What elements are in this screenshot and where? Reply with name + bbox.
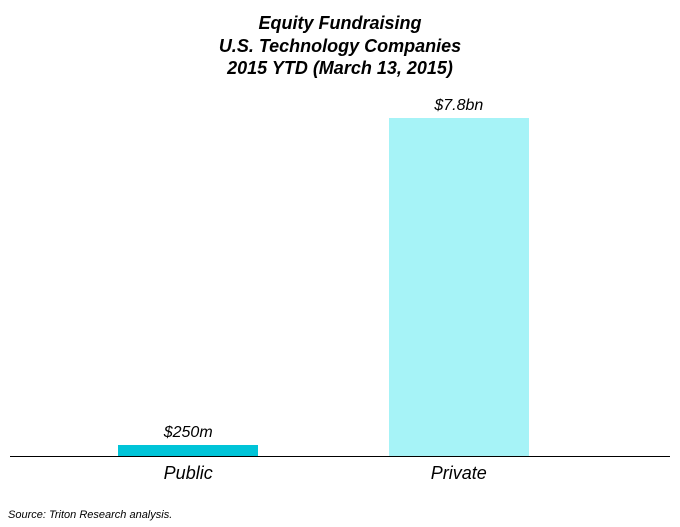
bar-value-label-private: $7.8bn xyxy=(359,97,559,115)
chart-title-line-3: 2015 YTD (March 13, 2015) xyxy=(0,57,680,80)
bar-value-label-public: $250m xyxy=(88,424,288,442)
x-axis-label-public: Public xyxy=(88,463,288,484)
x-axis-label-private: Private xyxy=(359,463,559,484)
bar-private xyxy=(389,118,529,456)
chart-container: Equity Fundraising U.S. Technology Compa… xyxy=(0,0,680,527)
chart-title-line-2: U.S. Technology Companies xyxy=(0,35,680,58)
plot-area: $250m$7.8bn xyxy=(10,110,670,457)
chart-title-line-1: Equity Fundraising xyxy=(0,12,680,35)
source-text: Source: Triton Research analysis. xyxy=(8,509,172,521)
bar-public xyxy=(118,445,258,456)
x-axis-line xyxy=(10,456,670,457)
chart-title: Equity Fundraising U.S. Technology Compa… xyxy=(0,12,680,80)
x-axis-labels: Public Private xyxy=(10,463,670,489)
